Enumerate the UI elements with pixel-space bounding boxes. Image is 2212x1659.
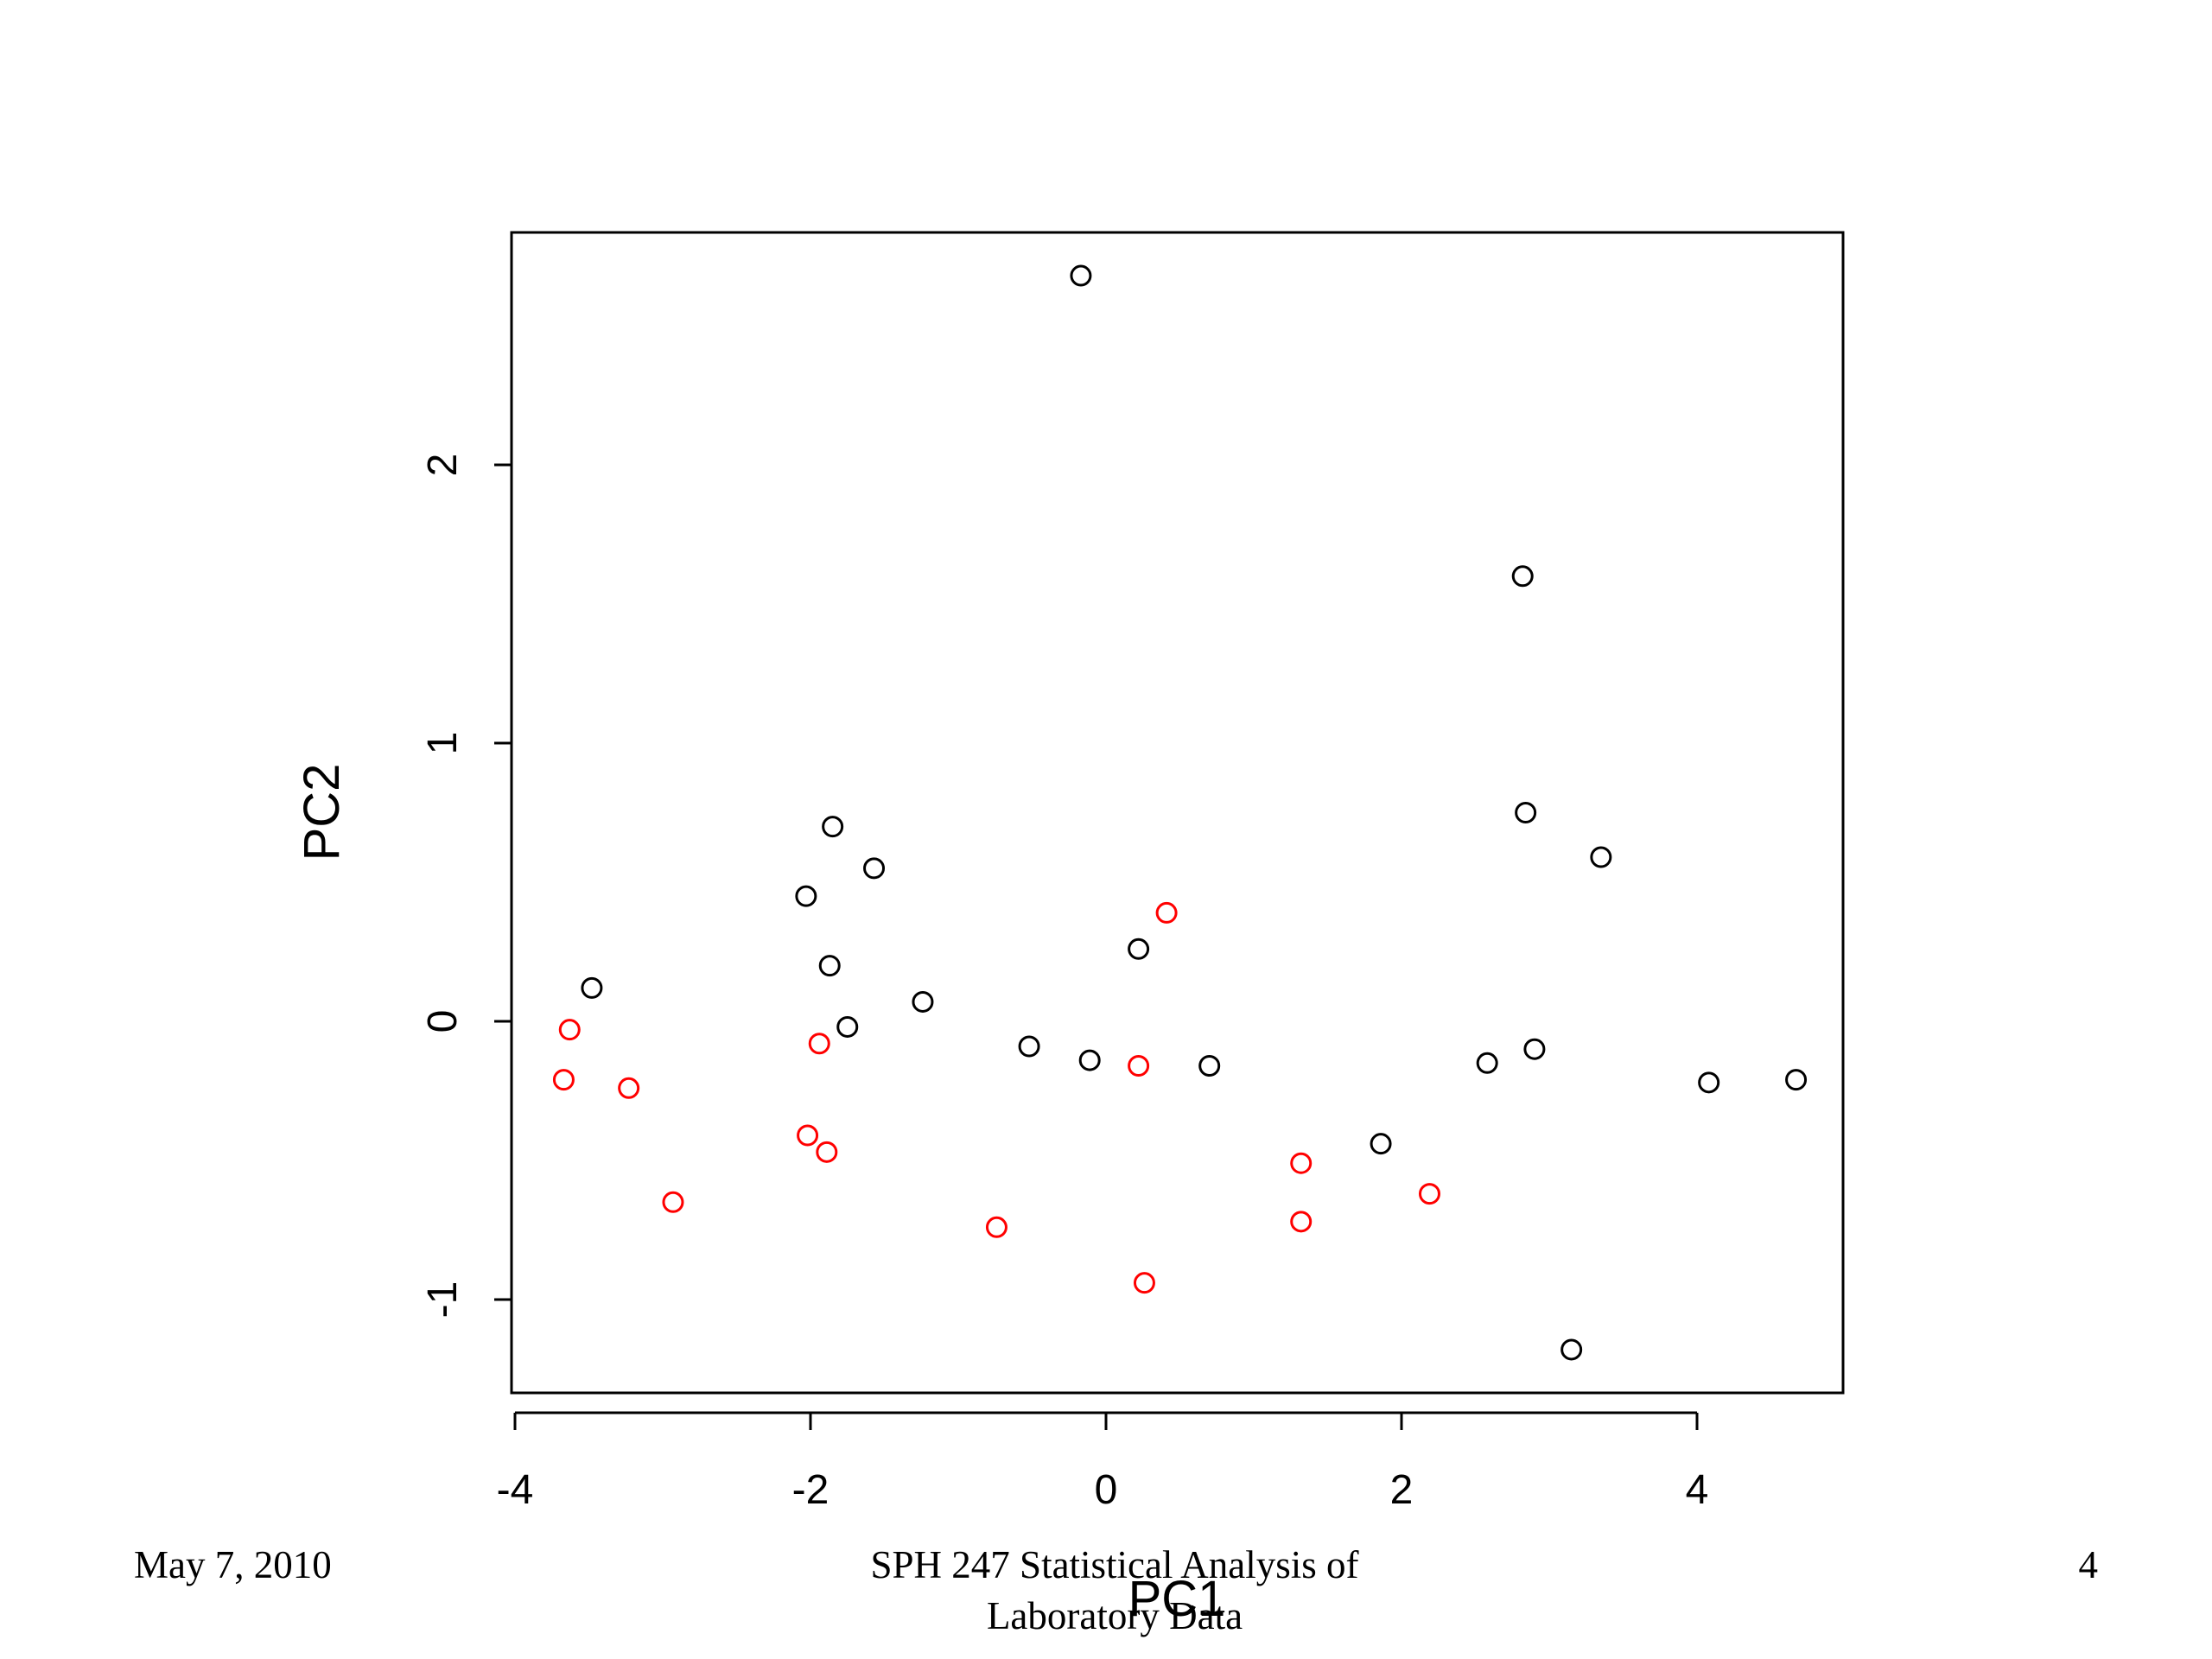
black-data-point — [1476, 1052, 1498, 1074]
plot-frame — [510, 231, 1845, 1395]
y-axis: -1 0 1 2 — [420, 454, 513, 1319]
red-data-point — [985, 1216, 1007, 1238]
black-data-point — [822, 816, 844, 838]
red-data-point — [558, 1019, 581, 1041]
red-data-point — [816, 1141, 838, 1163]
black-data-point — [1698, 1071, 1720, 1094]
footer-title-line-1: SPH 247 Statistical Analysis of — [870, 1543, 1359, 1586]
black-data-point — [836, 1015, 859, 1038]
black-data-point — [1128, 938, 1150, 960]
black-data-point — [818, 955, 841, 977]
x-tick-label: 4 — [1686, 1467, 1709, 1513]
data-points — [552, 264, 1808, 1361]
black-data-point — [1511, 565, 1534, 588]
x-tick-label: 2 — [1390, 1467, 1414, 1513]
y-tick-label: 2 — [420, 454, 466, 477]
x-axis: -4 -2 0 2 4 — [497, 1411, 1709, 1513]
x-axis-title: PC1 — [1128, 1571, 1226, 1627]
red-data-point — [662, 1191, 684, 1213]
red-data-point — [618, 1077, 640, 1099]
y-tick-label: -1 — [420, 1281, 466, 1319]
footer-date: May 7, 2010 — [134, 1543, 332, 1586]
black-data-point — [1198, 1055, 1221, 1077]
red-data-point — [552, 1069, 575, 1091]
black-data-point — [795, 885, 817, 907]
y-tick-label: 0 — [420, 1010, 466, 1033]
black-data-point — [1785, 1069, 1808, 1091]
red-data-point — [1133, 1272, 1155, 1294]
black-data-point — [1515, 802, 1537, 823]
footer-title: SPH 247 Statistical Analysis of Laborato… — [760, 1540, 1469, 1641]
x-tick-label: -2 — [792, 1467, 830, 1513]
red-data-point — [808, 1033, 830, 1055]
black-data-point — [1590, 846, 1612, 868]
black-data-point — [863, 857, 886, 880]
red-data-point — [1155, 901, 1178, 924]
black-data-point — [1078, 1049, 1101, 1071]
page-number: 4 — [2078, 1543, 2099, 1586]
red-data-point — [1290, 1211, 1313, 1233]
black-data-point — [912, 990, 934, 1013]
red-data-point — [797, 1124, 819, 1147]
black-data-point — [1070, 264, 1092, 287]
black-data-point — [1523, 1038, 1546, 1060]
black-data-point — [1560, 1338, 1583, 1361]
red-data-point — [1290, 1152, 1313, 1174]
footer-title-line-2: Laboratory Data — [986, 1593, 1243, 1637]
x-tick-label: -4 — [497, 1467, 534, 1513]
x-tick-label: 0 — [1095, 1467, 1118, 1513]
black-data-point — [581, 976, 603, 999]
black-data-point — [1370, 1133, 1392, 1155]
y-tick-label: 1 — [420, 732, 466, 755]
y-axis-title: PC2 — [294, 764, 350, 861]
black-data-point — [1018, 1035, 1040, 1058]
red-data-point — [1128, 1055, 1150, 1077]
red-data-point — [1418, 1183, 1440, 1205]
